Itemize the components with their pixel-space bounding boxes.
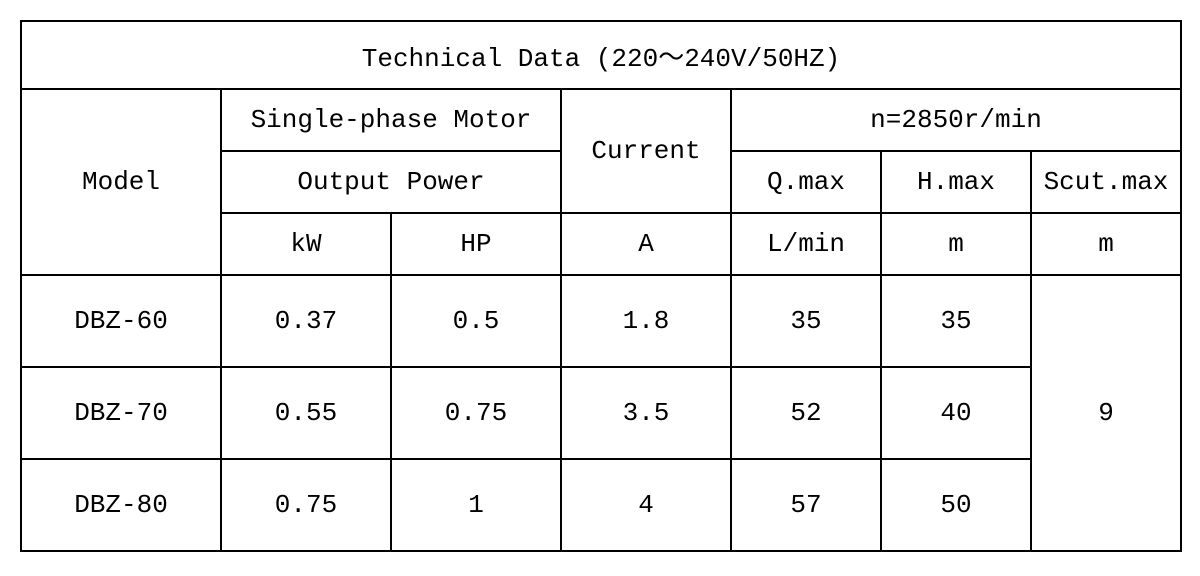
technical-data-table: Technical Data (220～240V/50HZ) Model Sin… [20,20,1182,552]
cell-lmin: 57 [731,459,881,551]
unit-m2: m [1031,213,1181,275]
cell-kw: 0.75 [221,459,391,551]
cell-a: 3.5 [561,367,731,459]
col-header-scutmax: Scut.max [1031,151,1181,213]
cell-hp: 1 [391,459,561,551]
cell-kw: 0.37 [221,275,391,367]
cell-m: 35 [881,275,1031,367]
cell-model: DBZ-60 [21,275,221,367]
col-header-qmax: Q.max [731,151,881,213]
col-header-output-power: Output Power [221,151,561,213]
cell-a: 4 [561,459,731,551]
cell-model: DBZ-70 [21,367,221,459]
col-group-rpm: n=2850r/min [731,89,1181,151]
unit-hp: HP [391,213,561,275]
cell-a: 1.8 [561,275,731,367]
col-header-hmax: H.max [881,151,1031,213]
cell-m: 50 [881,459,1031,551]
table-row: DBZ-80 0.75 1 4 57 50 [21,459,1181,551]
table-row: DBZ-60 0.37 0.5 1.8 35 35 9 [21,275,1181,367]
col-group-motor: Single-phase Motor [221,89,561,151]
cell-model: DBZ-80 [21,459,221,551]
cell-hp: 0.5 [391,275,561,367]
cell-hp: 0.75 [391,367,561,459]
table-row: DBZ-70 0.55 0.75 3.5 52 40 [21,367,1181,459]
cell-kw: 0.55 [221,367,391,459]
cell-lmin: 52 [731,367,881,459]
table-title: Technical Data (220～240V/50HZ) [21,21,1181,89]
col-header-model: Model [21,89,221,275]
unit-m1: m [881,213,1031,275]
cell-lmin: 35 [731,275,881,367]
col-header-current: Current [561,89,731,213]
unit-lmin: L/min [731,213,881,275]
unit-kw: kW [221,213,391,275]
cell-m: 40 [881,367,1031,459]
cell-scutmax: 9 [1031,275,1181,551]
unit-a: A [561,213,731,275]
